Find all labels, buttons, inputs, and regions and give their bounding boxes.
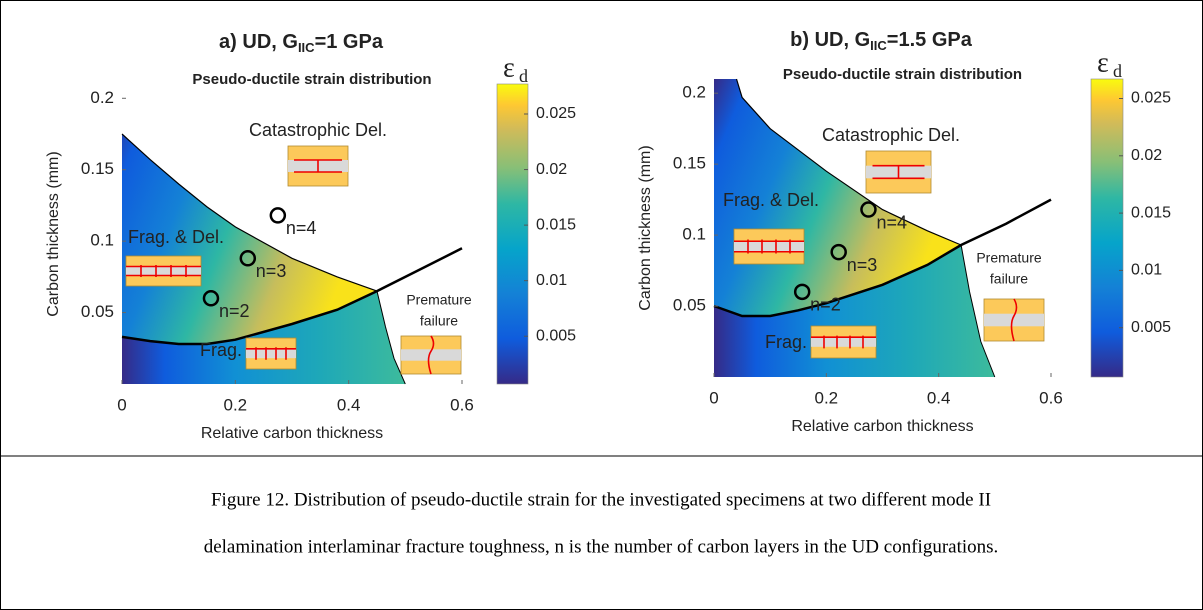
- layer-point: [830, 243, 847, 261]
- colorbar-subscript: d: [1113, 61, 1122, 81]
- point-label: n=3: [256, 261, 287, 281]
- region-label: failure: [990, 271, 1028, 287]
- title-part: =1.5 GPa: [887, 29, 973, 51]
- colorbar-symbol: ε: [1097, 47, 1109, 78]
- crack: [1010, 298, 1018, 342]
- colorbar: [1090, 78, 1124, 378]
- boundary: [121, 133, 378, 292]
- colorbar-tick-label: 0.01: [536, 272, 567, 289]
- x-tick-label: 0.2: [224, 395, 248, 414]
- region-label: Frag.: [765, 332, 807, 352]
- layer-point: [793, 283, 811, 301]
- laminate-core: [984, 313, 1044, 327]
- y-tick-label: 0.15: [673, 154, 706, 173]
- colorbar-tick-label: 0.015: [1131, 204, 1171, 221]
- colorbar-subscript: d: [519, 66, 528, 86]
- laminate-core: [401, 349, 461, 361]
- region-label: Premature: [406, 292, 472, 308]
- y-axis-label: Carbon thickness (mm): [45, 151, 62, 316]
- region-label: Frag. & Del.: [128, 227, 224, 247]
- region-label: Catastrophic Del.: [249, 120, 387, 140]
- x-tick-label: 0.6: [450, 395, 474, 414]
- boundary: [713, 198, 1052, 318]
- y-tick-label: 0.05: [673, 296, 706, 315]
- crack: [246, 347, 296, 360]
- crack: [872, 164, 925, 180]
- x-tick-label: 0.4: [337, 395, 361, 414]
- y-tick-label: 0.1: [682, 225, 706, 244]
- plot-title: Pseudo-ductile strain distribution: [783, 66, 1022, 83]
- region-frag: [122, 291, 406, 384]
- x-tick-label: 0.4: [927, 388, 951, 407]
- x-tick-label: 0: [709, 388, 718, 407]
- x-tick-label: 0: [117, 395, 126, 414]
- region-label: Premature: [976, 250, 1042, 266]
- crack: [126, 265, 201, 277]
- laminate-core: [734, 241, 804, 252]
- colorbar-tick-label: 0.01: [1131, 262, 1162, 279]
- region-label: Frag. & Del.: [723, 190, 819, 210]
- panel: b) UD, GIIC=1.5 GPa Pseudo-ductile strain…: [637, 29, 1171, 435]
- caption-line: Figure 12. Distribution of pseudo-ductil…: [211, 489, 991, 510]
- boundary: [735, 78, 962, 246]
- x-axis-label: Relative carbon thickness: [201, 425, 383, 442]
- y-tick-label: 0.05: [81, 302, 114, 321]
- x-tick-label: 0.6: [1039, 388, 1063, 407]
- title-part: a) UD, G: [219, 31, 298, 53]
- colorbar-tick-label: 0.005: [1131, 319, 1171, 336]
- laminate-core: [126, 266, 201, 276]
- layer-point: [860, 201, 877, 218]
- region-label: Frag.: [200, 340, 242, 360]
- point-label: n=3: [847, 255, 878, 275]
- y-axis-label: Carbon thickness (mm): [637, 145, 654, 310]
- y-tick-label: 0.2: [90, 88, 114, 107]
- crack: [811, 335, 876, 349]
- colorbar-tick-label: 0.015: [536, 216, 576, 233]
- title-part: IIC: [298, 40, 315, 55]
- point-label: n=2: [810, 295, 841, 315]
- layer-point: [202, 290, 220, 307]
- colorbar-symbol: ε: [503, 52, 515, 83]
- title-part: IIC: [870, 38, 887, 53]
- x-axis-label: Relative carbon thickness: [791, 418, 973, 435]
- y-tick-label: 0.15: [81, 159, 114, 178]
- colorbar-tick-label: 0.005: [536, 327, 576, 344]
- caption-line: delamination interlaminar fracture tough…: [204, 536, 999, 557]
- panel: a) UD, GIIC=1 GPa Pseudo-ductile strain d…: [45, 31, 576, 442]
- colorbar-tick-label: 0.025: [1131, 90, 1171, 107]
- point-label: n=4: [286, 218, 317, 238]
- y-tick-label: 0.1: [90, 231, 114, 250]
- point-label: n=4: [876, 212, 907, 232]
- layer-point: [269, 207, 287, 224]
- panel-title: a) UD, GIIC=1 GPa: [219, 31, 384, 55]
- layer-point: [239, 250, 257, 267]
- colorbar-tick-label: 0.02: [1131, 147, 1162, 164]
- boundary: [960, 244, 996, 378]
- boundary: [376, 290, 406, 385]
- crack: [427, 335, 435, 375]
- region-label: Catastrophic Del.: [822, 125, 960, 145]
- x-tick-label: 0.2: [815, 388, 839, 407]
- colorbar: [496, 83, 529, 385]
- boundary: [121, 247, 463, 346]
- region-frag: [714, 245, 995, 377]
- title-part: b) UD, G: [790, 29, 870, 51]
- title-part: =1 GPa: [315, 31, 384, 53]
- plot-title: Pseudo-ductile strain distribution: [192, 71, 431, 88]
- colorbar-tick-label: 0.025: [536, 105, 576, 122]
- laminate-core: [246, 348, 296, 359]
- crack: [734, 239, 804, 254]
- region-label: failure: [420, 313, 458, 329]
- panel-title: b) UD, GIIC=1.5 GPa: [790, 29, 973, 53]
- y-tick-label: 0.2: [682, 83, 706, 102]
- laminate-core: [811, 337, 876, 347]
- crack: [294, 159, 342, 173]
- colorbar-tick-label: 0.02: [536, 161, 567, 178]
- point-label: n=2: [219, 301, 250, 321]
